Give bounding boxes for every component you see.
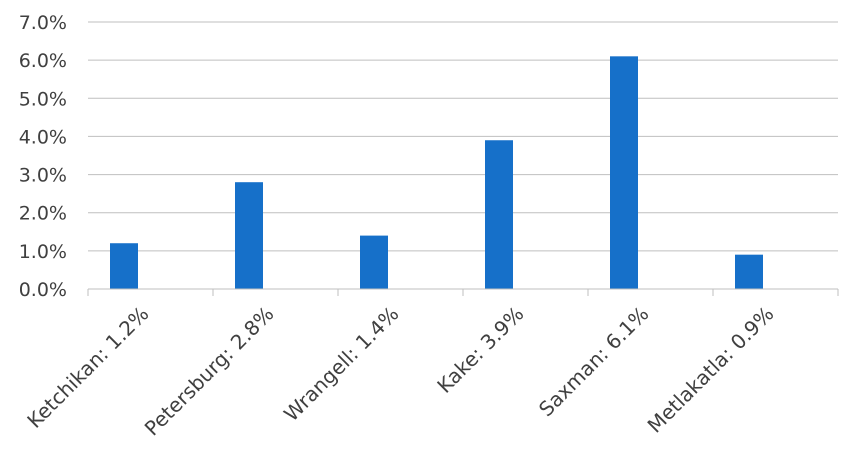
bars — [110, 56, 763, 290]
x-category-label: Kake: 3.9% — [432, 302, 528, 398]
bar — [360, 235, 388, 289]
x-axis — [87, 288, 839, 296]
y-tick-label: 7.0% — [19, 12, 67, 34]
bar — [235, 182, 263, 289]
x-category-label: Saxman: 6.1% — [534, 302, 654, 422]
y-tick-label: 3.0% — [19, 165, 67, 187]
x-category-label: Ketchikan: 1.2% — [22, 302, 153, 433]
y-tick-label: 4.0% — [19, 126, 67, 148]
x-category-label: Wrangell: 1.4% — [279, 302, 403, 426]
y-tick-label: 1.0% — [19, 241, 67, 263]
y-tick-label: 2.0% — [19, 203, 67, 225]
x-category-label: Metlakatla: 0.9% — [643, 302, 779, 438]
bar — [110, 243, 138, 289]
x-axis-category-labels: Ketchikan: 1.2%Petersburg: 2.8% Wrangell:… — [22, 302, 778, 441]
bar — [485, 140, 513, 289]
gridlines — [88, 21, 838, 252]
y-tick-label: 6.0% — [19, 50, 67, 72]
bar — [610, 56, 638, 290]
y-axis-tick-labels: 0.0% 1.0% 2.0% 3.0% 4.0% 5.0% 6.0% 7.0% — [19, 12, 67, 301]
bar — [735, 254, 763, 289]
x-category-label: Petersburg: 2.8% — [140, 302, 279, 441]
y-tick-label: 5.0% — [19, 88, 67, 110]
y-tick-label: 0.0% — [19, 279, 67, 301]
